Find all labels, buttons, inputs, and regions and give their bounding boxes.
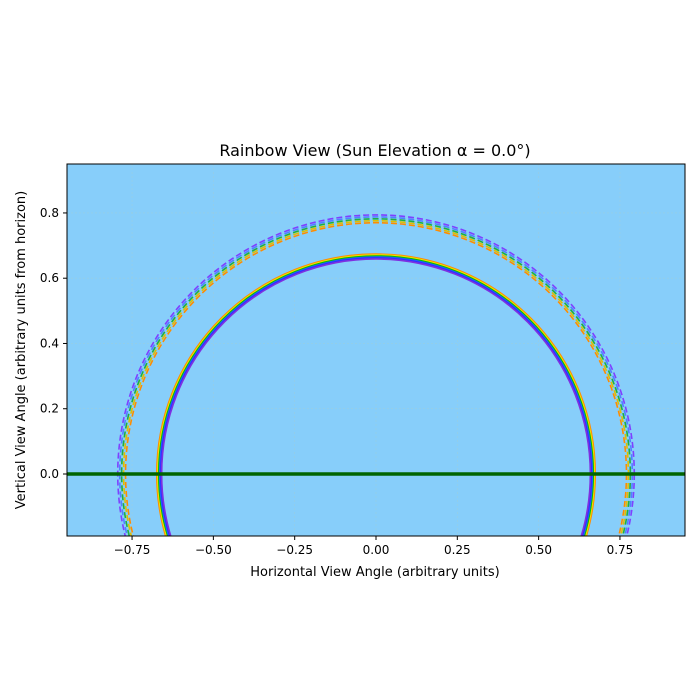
x-tick-label: −0.75 — [114, 543, 151, 557]
x-tick-label: −0.50 — [195, 543, 232, 557]
x-axis-title: Horizontal View Angle (arbitrary units) — [250, 565, 499, 580]
plot-area — [66, 163, 686, 537]
x-tick-label: 0.00 — [363, 543, 390, 557]
x-tick-label: 0.25 — [444, 543, 471, 557]
x-tick-label: −0.25 — [276, 543, 313, 557]
y-tick-label: 0.4 — [40, 336, 59, 350]
y-tick-label: 0.2 — [40, 402, 59, 416]
y-axis-ticks: 0.0 0.2 0.4 0.6 0.8 — [40, 206, 67, 481]
y-tick-label: 0.0 — [40, 467, 59, 481]
y-tick-label: 0.8 — [40, 206, 59, 220]
y-tick-label: 0.6 — [40, 271, 59, 285]
x-axis-ticks: −0.75 −0.50 −0.25 0.00 0.25 0.50 0.75 — [114, 536, 634, 557]
y-axis-title: Vertical View Angle (arbitrary units fro… — [14, 191, 29, 509]
chart-title: Rainbow View (Sun Elevation α = 0.0°) — [219, 141, 530, 160]
x-tick-label: 0.75 — [607, 543, 634, 557]
x-tick-label: 0.50 — [525, 543, 552, 557]
